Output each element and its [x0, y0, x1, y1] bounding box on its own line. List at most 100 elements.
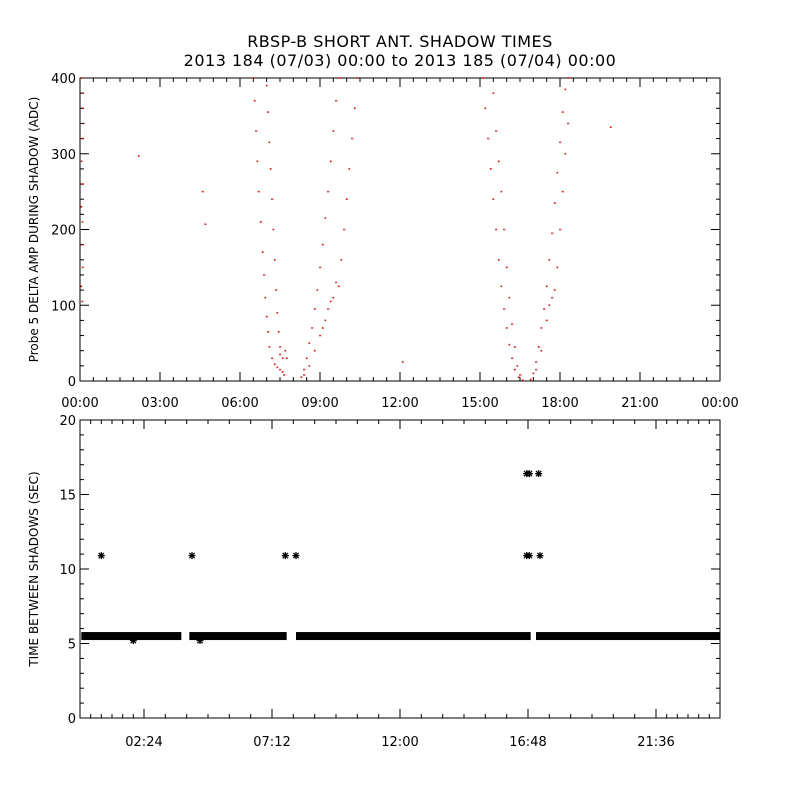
- data-point: [545, 319, 548, 322]
- data-point: [553, 202, 556, 204]
- y-tick-label: 0: [68, 375, 76, 390]
- data-point: [401, 361, 404, 363]
- data-point: [265, 84, 268, 87]
- data-point: [513, 368, 516, 371]
- y-axis-label: TIME BETWEEN SHADOWS (SEC): [27, 471, 41, 667]
- data-point: [551, 232, 553, 235]
- data-point-asterisk: [97, 552, 105, 560]
- data-point: [273, 363, 276, 366]
- data-point: [82, 122, 85, 125]
- data-point-asterisk: [516, 632, 524, 640]
- data-point: [281, 357, 284, 360]
- data-point: [500, 190, 503, 193]
- y-tick-label: 200: [51, 224, 76, 239]
- data-point: [261, 251, 264, 254]
- y-tick-label: 300: [51, 148, 76, 163]
- data-point: [535, 368, 537, 371]
- data-point: [272, 228, 275, 231]
- data-point: [324, 319, 327, 322]
- data-point: [311, 327, 313, 329]
- data-point: [271, 357, 273, 360]
- data-point: [267, 111, 269, 113]
- data-point: [519, 374, 521, 376]
- data-point: [551, 296, 553, 299]
- data-point: [257, 190, 260, 193]
- data-point: [484, 107, 487, 110]
- chart-subtitle: 2013 184 (07/03) 00:00 to 2013 185 (07/0…: [183, 51, 617, 70]
- y-tick-label: 15: [59, 489, 76, 504]
- data-point: [275, 289, 277, 291]
- data-point: [503, 308, 505, 310]
- data-point: [277, 330, 280, 333]
- y-tick-label: 10: [59, 563, 76, 578]
- data-point: [567, 77, 569, 79]
- data-point: [481, 77, 484, 79]
- x-tick-label: 21:00: [621, 396, 658, 411]
- data-point: [80, 77, 83, 79]
- data-point: [268, 346, 271, 348]
- data-point: [535, 361, 537, 363]
- data-point: [511, 323, 513, 325]
- baseline-band: [536, 632, 720, 641]
- data-point: [321, 327, 324, 329]
- y-tick-label: 0: [68, 712, 76, 727]
- data-point: [279, 368, 281, 371]
- data-point: [337, 285, 340, 288]
- data-point: [324, 217, 327, 219]
- data-point: [521, 379, 524, 382]
- data-point: [255, 130, 257, 132]
- data-point: [283, 374, 285, 376]
- data-point: [308, 342, 311, 344]
- x-tick-label: 09:00: [301, 396, 338, 411]
- x-tick-label: 00:00: [61, 396, 98, 411]
- data-point: [252, 77, 255, 79]
- data-point: [609, 126, 612, 129]
- data-point-asterisk: [196, 637, 204, 645]
- data-point: [269, 168, 272, 170]
- data-point: [337, 77, 340, 79]
- x-tick-label: 16:48: [509, 735, 546, 750]
- data-point: [81, 107, 83, 110]
- data-point: [313, 308, 316, 310]
- data-point: [487, 137, 489, 140]
- data-point: [503, 228, 505, 231]
- data-point: [300, 376, 303, 379]
- data-point: [303, 374, 305, 376]
- data-point: [561, 111, 564, 113]
- data-point-asterisk: [292, 552, 300, 560]
- data-point: [204, 223, 207, 225]
- top-panel: 00:00 03:00 06:00 09:00 12:00 15:00 18:00 21:00…: [27, 72, 739, 411]
- data-point: [327, 308, 329, 310]
- data-point: [260, 221, 262, 223]
- y-tick-label: 400: [51, 72, 76, 87]
- data-point: [332, 130, 335, 132]
- data-point: [273, 259, 276, 261]
- data-point: [285, 357, 288, 360]
- data-point: [279, 353, 281, 356]
- data-point: [511, 357, 513, 360]
- data-point-asterisk: [129, 637, 137, 645]
- data-point-asterisk: [536, 552, 544, 560]
- data-point: [263, 274, 265, 276]
- data-point: [201, 190, 204, 193]
- data-point: [517, 376, 520, 379]
- x-tick-label: 06:00: [221, 396, 258, 411]
- data-point: [489, 168, 492, 170]
- data-point: [495, 228, 497, 231]
- data-point: [319, 266, 321, 269]
- data-point: [353, 107, 356, 110]
- data-point: [335, 281, 337, 284]
- data-point: [329, 300, 332, 303]
- data-point-asterisk: [543, 632, 551, 640]
- y-tick-label: 20: [59, 414, 76, 429]
- x-tick-label: 18:00: [541, 396, 578, 411]
- x-tick-label: 12:00: [381, 396, 418, 411]
- data-point: [279, 346, 281, 348]
- data-point: [319, 334, 321, 337]
- data-point: [276, 366, 279, 369]
- data-point: [567, 122, 569, 125]
- data-point: [564, 88, 567, 91]
- data-point: [559, 141, 561, 144]
- baseline-band: [81, 632, 182, 641]
